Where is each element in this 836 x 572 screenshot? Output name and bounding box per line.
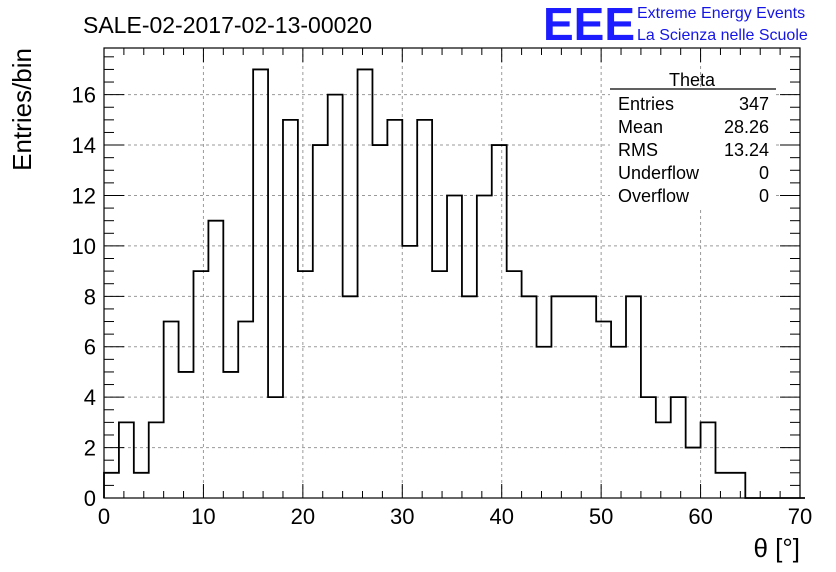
x-tick-label: 50: [589, 504, 613, 529]
x-tick-label: 70: [788, 504, 812, 529]
stats-mean-label: Mean: [618, 117, 663, 137]
histogram-bin: [686, 448, 701, 498]
histogram-bin: [596, 322, 611, 498]
histogram-bin: [193, 271, 208, 498]
chart-title: SALE-02-2017-02-13-00020: [83, 12, 372, 38]
stats-overflow-value: 0: [759, 186, 769, 206]
histogram-bin: [328, 95, 343, 498]
histogram-bin: [626, 296, 641, 498]
logo-line-1: Extreme Energy Events: [637, 5, 805, 22]
y-tick-label: 16: [72, 83, 96, 108]
histogram-bin: [134, 473, 149, 498]
stats-entries-label: Entries: [618, 94, 674, 114]
histogram-bin: [537, 347, 552, 498]
y-tick-label: 8: [84, 284, 96, 309]
y-tick-label: 4: [84, 385, 96, 410]
histogram-bin: [492, 145, 507, 498]
histogram-bin: [313, 145, 328, 498]
histogram-bin: [417, 120, 432, 498]
stats-overflow-label: Overflow: [618, 186, 690, 206]
histogram-bin: [208, 221, 223, 498]
histogram-bin: [223, 372, 238, 498]
x-tick-label: 0: [98, 504, 110, 529]
y-tick-label: 12: [72, 183, 96, 208]
stats-box: Theta Entries 347 Mean 28.26 RMS 13.24 U…: [610, 70, 776, 209]
x-tick-label: 60: [688, 504, 712, 529]
histogram-chart: 0 10 20 30 40 50 60 70 0 2 4 6 8 10 12 14 16 SALE-02-201…: [0, 0, 836, 572]
histogram-bin: [462, 296, 477, 498]
histogram-bin: [358, 69, 373, 498]
histogram-bin: [149, 422, 164, 498]
histogram-bin: [522, 296, 537, 498]
histogram-bin: [656, 422, 671, 498]
histogram-bin: [432, 271, 447, 498]
y-tick-label: 2: [84, 436, 96, 461]
histogram-bin: [581, 296, 596, 498]
x-axis-title: θ [°]: [753, 533, 800, 563]
histogram-bin: [179, 372, 194, 498]
histogram-bin: [268, 397, 283, 498]
histogram-bin: [104, 473, 119, 498]
histogram-bin: [387, 120, 402, 498]
histogram-bin: [253, 69, 268, 498]
histogram-bin: [730, 473, 745, 498]
histogram-bin: [238, 322, 253, 498]
stats-underflow-value: 0: [759, 163, 769, 183]
histogram-bin: [372, 145, 387, 498]
logo-line-2: La Scienza nelle Scuole: [637, 27, 808, 44]
histogram-bin: [477, 195, 492, 498]
histogram-bin: [566, 296, 581, 498]
x-tick-label: 40: [489, 504, 513, 529]
stats-entries-value: 347: [739, 94, 769, 114]
y-axis-title: Entries/bin: [7, 48, 37, 171]
histogram-bin: [701, 422, 716, 498]
histogram-bin: [641, 397, 656, 498]
histogram-bin: [119, 422, 134, 498]
chart-root: 0 10 20 30 40 50 60 70 0 2 4 6 8 10 12 14 16 SALE-02-201…: [0, 0, 836, 572]
histogram-bin: [283, 120, 298, 498]
histogram-bin: [551, 296, 566, 498]
x-tick-label: 30: [390, 504, 414, 529]
eee-logo-mark: EEE: [543, 0, 635, 50]
stats-rms-value: 13.24: [724, 140, 769, 160]
histogram-bin: [298, 271, 313, 498]
histogram-bin: [671, 397, 686, 498]
histogram-bin: [164, 322, 179, 498]
x-tick-label: 10: [191, 504, 215, 529]
histogram-bin: [611, 347, 626, 498]
stats-rms-label: RMS: [618, 140, 658, 160]
stats-name: Theta: [669, 70, 716, 90]
histogram-bin: [507, 271, 522, 498]
histogram-bin: [343, 296, 358, 498]
y-tick-label: 14: [72, 133, 96, 158]
y-tick-label: 10: [72, 234, 96, 259]
histogram-bin: [402, 246, 417, 498]
y-tick-label: 6: [84, 335, 96, 360]
y-tick-label: 0: [84, 486, 96, 511]
histogram-bin: [447, 195, 462, 498]
histogram-bin: [715, 473, 730, 498]
stats-underflow-label: Underflow: [618, 163, 700, 183]
stats-mean-value: 28.26: [724, 117, 769, 137]
x-tick-label: 20: [291, 504, 315, 529]
